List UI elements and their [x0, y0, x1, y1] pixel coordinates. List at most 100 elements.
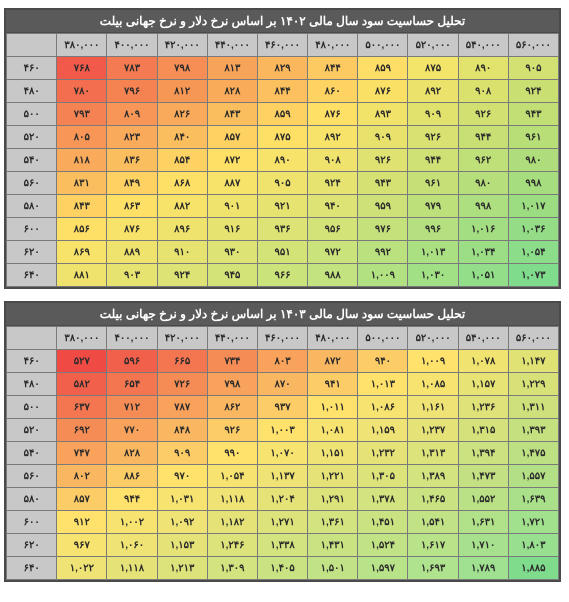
- table-row: ۹۲۴۹۰۸۸۹۲۸۷۶۸۶۰۸۴۴۸۲۸۸۱۲۷۹۶۷۸۰۴۸۰: [7, 80, 559, 103]
- table-row: ۱,۸۰۳۱,۷۱۰۱,۶۱۷۱,۵۲۴۱,۴۳۱۱,۳۳۸۱,۲۴۶۱,۱۵۳…: [7, 534, 559, 557]
- data-cell: ۹۷۹: [408, 195, 458, 218]
- data-cell: ۸۴۴: [257, 80, 307, 103]
- col-header: ۴۸۰,۰۰۰: [308, 327, 358, 350]
- row-header: ۶۲۰: [7, 534, 57, 557]
- data-cell: ۱,۰۳۶: [508, 218, 558, 241]
- data-cell: ۱,۳۱۳: [408, 442, 458, 465]
- data-cell: ۸۱۸: [57, 149, 107, 172]
- data-cell: ۸۷۶: [308, 103, 358, 126]
- data-cell: ۸۵۹: [257, 103, 307, 126]
- row-header: ۵۲۰: [7, 419, 57, 442]
- data-cell: ۹۹۲: [358, 241, 408, 264]
- col-header: ۴۶۰,۰۰۰: [257, 34, 307, 57]
- data-cell: ۹۹۰: [207, 442, 257, 465]
- data-cell: ۷۷۰: [107, 419, 157, 442]
- data-cell: ۱,۲۴۶: [207, 534, 257, 557]
- col-header: ۴۸۰,۰۰۰: [308, 34, 358, 57]
- data-cell: ۸۸۹: [107, 241, 157, 264]
- col-header: ۴۴۰,۰۰۰: [207, 327, 257, 350]
- col-header: ۴۴۰,۰۰۰: [207, 34, 257, 57]
- data-cell: ۹۴۴: [458, 126, 508, 149]
- data-cell: ۱,۰۵۴: [508, 241, 558, 264]
- data-cell: ۹۰۹: [408, 103, 458, 126]
- data-cell: ۱,۳۰۹: [207, 557, 257, 580]
- data-cell: ۱,۲۰۴: [257, 488, 307, 511]
- data-cell: ۸۵۴: [157, 149, 207, 172]
- row-header: ۵۴۰: [7, 442, 57, 465]
- data-cell: ۸۹۶: [157, 218, 207, 241]
- data-cell: ۱,۰۷۳: [508, 264, 558, 287]
- col-header: ۵۲۰,۰۰۰: [408, 327, 458, 350]
- data-cell: ۹۵۱: [257, 241, 307, 264]
- data-cell: ۹۲۱: [257, 195, 307, 218]
- col-header: ۵۴۰,۰۰۰: [458, 34, 508, 57]
- data-cell: ۱,۰۰۹: [408, 350, 458, 373]
- data-cell: ۸۲۸: [207, 80, 257, 103]
- row-header: ۵۶۰: [7, 465, 57, 488]
- data-cell: ۹۴۰: [358, 350, 408, 373]
- col-header: ۵۰۰,۰۰۰: [358, 327, 408, 350]
- data-cell: ۱,۱۱۸: [207, 488, 257, 511]
- col-header: ۵۲۰,۰۰۰: [408, 34, 458, 57]
- data-cell: ۱,۰۸۵: [408, 373, 458, 396]
- data-cell: ۷۲۶: [157, 373, 207, 396]
- col-header: ۴۲۰,۰۰۰: [157, 327, 207, 350]
- data-cell: ۱,۰۳۰: [408, 264, 458, 287]
- data-cell: ۹۶۷: [57, 534, 107, 557]
- data-cell: ۱,۵۲۴: [358, 534, 408, 557]
- table-row: ۱,۵۵۷۱,۴۷۳۱,۳۸۹۱,۳۰۵۱,۲۲۱۱,۱۳۷۱,۰۵۴۹۷۰۸۸…: [7, 465, 559, 488]
- data-cell: ۹۷۶: [358, 218, 408, 241]
- data-cell: ۹۸۸: [308, 264, 358, 287]
- row-header: ۵۸۰: [7, 488, 57, 511]
- data-cell: ۹۸۰: [508, 149, 558, 172]
- data-cell: ۹۰۱: [207, 195, 257, 218]
- data-cell: ۹۳۶: [257, 218, 307, 241]
- corner-cell: [7, 327, 57, 350]
- data-cell: ۱,۳۰۵: [358, 465, 408, 488]
- data-cell: ۱,۱۶۱: [408, 396, 458, 419]
- data-cell: ۱,۵۰۱: [308, 557, 358, 580]
- data-cell: ۱,۶۱۷: [408, 534, 458, 557]
- data-cell: ۱,۴۷۵: [508, 442, 558, 465]
- row-header: ۶۴۰: [7, 557, 57, 580]
- data-cell: ۶۶۵: [157, 350, 207, 373]
- data-cell: ۹۲۶: [458, 103, 508, 126]
- data-cell: ۸۷۵: [257, 126, 307, 149]
- data-cell: ۸۱۳: [207, 57, 257, 80]
- data-cell: ۸۰۲: [57, 465, 107, 488]
- data-cell: ۸۹۲: [408, 80, 458, 103]
- data-cell: ۹۸۰: [458, 172, 508, 195]
- data-cell: ۱,۵۵۷: [508, 465, 558, 488]
- col-header: ۳۸۰,۰۰۰: [57, 327, 107, 350]
- data-cell: ۸۲۹: [257, 57, 307, 80]
- row-header: ۴۶۰: [7, 350, 57, 373]
- table-row: ۱,۰۳۶۱,۰۱۶۹۹۶۹۷۶۹۵۶۹۳۶۹۱۶۸۹۶۸۷۶۸۵۶۶۰۰: [7, 218, 559, 241]
- data-cell: ۱,۰۳۱: [157, 488, 207, 511]
- col-header: ۵۶۰,۰۰۰: [508, 327, 558, 350]
- table-row: ۱,۷۲۱۱,۶۳۱۱,۵۴۱۱,۴۵۱۱,۳۶۱۱,۲۷۱۱,۱۸۲۱,۰۹۲…: [7, 511, 559, 534]
- data-cell: ۹۳۷: [257, 396, 307, 419]
- data-cell: ۵۲۷: [57, 350, 107, 373]
- col-header: ۴۲۰,۰۰۰: [157, 34, 207, 57]
- data-cell: ۸۲۸: [107, 442, 157, 465]
- data-cell: ۹۴۰: [308, 195, 358, 218]
- data-cell: ۸۵۶: [57, 218, 107, 241]
- data-cell: ۱,۱۴۷: [508, 350, 558, 373]
- table-row: ۱,۳۹۳۱,۳۱۵۱,۲۳۷۱,۱۵۹۱,۰۸۱۱,۰۰۳۹۲۶۸۴۸۷۷۰۶…: [7, 419, 559, 442]
- data-cell: ۱,۲۹۱: [308, 488, 358, 511]
- data-cell: ۱,۰۳۴: [458, 241, 508, 264]
- data-cell: ۹۶۶: [257, 264, 307, 287]
- data-cell: ۱,۲۲۱: [308, 465, 358, 488]
- data-cell: ۸۱۲: [157, 80, 207, 103]
- data-cell: ۸۶۲: [207, 396, 257, 419]
- data-cell: ۹۱۶: [207, 218, 257, 241]
- row-header: ۵۶۰: [7, 172, 57, 195]
- data-cell: ۸۶۹: [57, 241, 107, 264]
- table-row: ۹۸۰۹۶۲۹۴۴۹۲۶۹۰۸۸۹۰۸۷۲۸۵۴۸۳۶۸۱۸۵۴۰: [7, 149, 559, 172]
- data-cell: ۱,۰۵۴: [207, 465, 257, 488]
- heatmap-table: ۵۶۰,۰۰۰۵۴۰,۰۰۰۵۲۰,۰۰۰۵۰۰,۰۰۰۴۸۰,۰۰۰۴۶۰,۰…: [6, 33, 559, 287]
- data-cell: ۸۲۳: [107, 126, 157, 149]
- data-cell: ۱,۳۹۳: [508, 419, 558, 442]
- data-cell: ۱,۷۲۱: [508, 511, 558, 534]
- data-cell: ۱,۰۵۱: [458, 264, 508, 287]
